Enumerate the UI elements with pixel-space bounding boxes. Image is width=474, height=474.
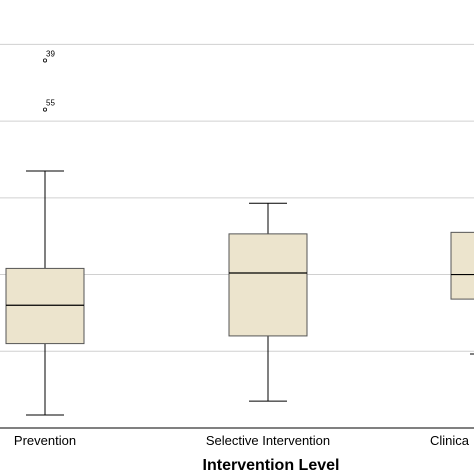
outlier-point: [43, 107, 48, 112]
outlier-label: 39: [46, 49, 55, 58]
boxes: 39 55: [5, 49, 474, 416]
box-iqr: [450, 231, 474, 300]
x-tick-labels: Prevention Selective Intervention Clinica: [14, 433, 470, 448]
box-group: [5, 170, 85, 416]
x-axis-title: Intervention Level: [203, 457, 340, 474]
box-group: [450, 231, 474, 300]
box-iqr: [228, 233, 308, 337]
x-tick-label: Selective Intervention: [206, 433, 330, 448]
box-group: [228, 202, 308, 402]
outlier-label: 55: [46, 99, 55, 108]
x-tick-label: Prevention: [14, 433, 76, 448]
outlier-point: [43, 58, 48, 63]
box-iqr: [5, 267, 85, 345]
x-tick-label: Clinica: [430, 433, 470, 448]
